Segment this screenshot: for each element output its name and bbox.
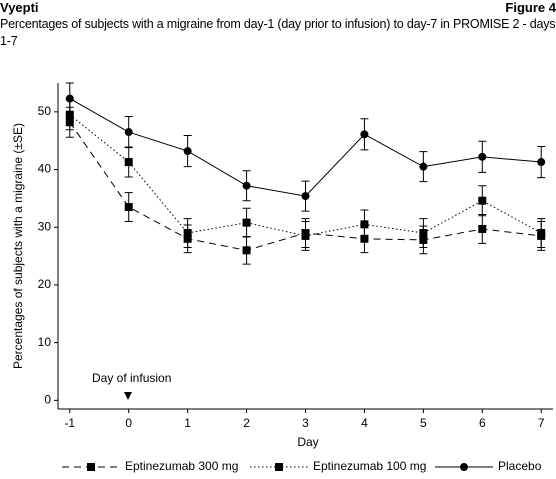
- x-tick-label: 0: [125, 416, 132, 430]
- data-point: [183, 147, 192, 156]
- x-tick-label: 4: [361, 416, 368, 430]
- x-axis-label: Day: [297, 435, 318, 449]
- data-point: [478, 196, 487, 205]
- brand: Vyepti: [0, 0, 39, 15]
- legend-marker: [460, 463, 468, 471]
- data-point: [124, 128, 133, 137]
- data-point: [124, 203, 133, 212]
- header-row: Vyepti Figure 4: [0, 0, 556, 16]
- data-point: [419, 162, 428, 171]
- data-point: [65, 94, 74, 103]
- y-tick-label: 30: [38, 219, 52, 233]
- data-point: [419, 229, 428, 238]
- data-point: [360, 130, 369, 139]
- x-tick-label: 7: [538, 416, 545, 430]
- y-tick-label: 0: [44, 393, 51, 407]
- header: Vyepti Figure 4 Percentages of subjects …: [0, 0, 556, 50]
- figure-label: Figure 4: [505, 0, 556, 15]
- series-line: [69, 114, 542, 237]
- y-tick-label: 20: [38, 277, 52, 291]
- data-point: [242, 181, 251, 190]
- data-point: [537, 229, 546, 238]
- data-point: [537, 158, 546, 167]
- data-point: [65, 110, 74, 119]
- x-tick-label: 1: [184, 416, 191, 430]
- legend-label: Placebo: [498, 459, 542, 473]
- annotation-arrow: [124, 392, 132, 400]
- chart-title: Percentages of subjects with a migraine …: [0, 17, 556, 48]
- legend-marker: [87, 463, 95, 471]
- legend-label: Eptinezumab 300 mg: [125, 459, 238, 473]
- data-point: [478, 152, 487, 161]
- x-tick-label: 5: [420, 416, 427, 430]
- data-point: [478, 224, 487, 233]
- y-tick-label: 40: [38, 162, 52, 176]
- annotation: Day of infusion: [92, 371, 171, 385]
- x-tick-label: 3: [302, 416, 309, 430]
- x-tick-label: -1: [64, 416, 75, 430]
- x-tick-label: 2: [243, 416, 250, 430]
- data-point: [301, 231, 310, 240]
- data-point: [124, 158, 133, 167]
- data-point: [183, 229, 192, 238]
- legend-marker: [275, 463, 283, 471]
- legend-label: Eptinezumab 100 mg: [313, 459, 426, 473]
- data-point: [301, 192, 310, 201]
- y-tick-label: 50: [38, 104, 52, 118]
- x-tick-label: 6: [479, 416, 486, 430]
- data-point: [360, 220, 369, 229]
- data-point: [242, 246, 251, 255]
- y-axis-label: Percentages of subjects with a migraine …: [11, 123, 25, 369]
- y-tick-label: 10: [38, 335, 52, 349]
- data-point: [242, 218, 251, 227]
